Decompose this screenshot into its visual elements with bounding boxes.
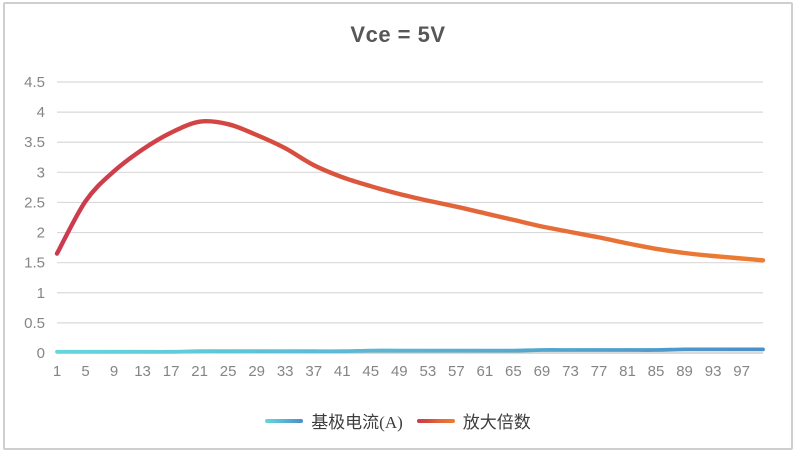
x-tick-label: 89 xyxy=(676,363,693,380)
y-tick-label: 1.5 xyxy=(24,255,45,272)
x-tick-label: 97 xyxy=(733,363,750,380)
y-tick-label: 4 xyxy=(37,104,45,121)
x-tick-label: 17 xyxy=(163,363,180,380)
x-tick-label: 45 xyxy=(362,363,379,380)
legend-item-base-current: 基极电流(A) xyxy=(265,408,403,433)
legend-item-gain: 放大倍数 xyxy=(416,408,531,433)
x-tick-label: 61 xyxy=(477,363,494,380)
y-tick-label: 3.5 xyxy=(24,134,45,151)
x-tick-label: 41 xyxy=(334,363,351,380)
x-tick-label: 73 xyxy=(562,363,579,380)
y-tick-label: 0 xyxy=(37,345,45,362)
y-tick-label: 0.5 xyxy=(24,315,45,332)
series-line-base-current xyxy=(55,347,765,354)
x-tick-label: 25 xyxy=(220,363,237,380)
x-tick-label: 29 xyxy=(248,363,265,380)
chart-border-frame xyxy=(3,2,793,450)
x-tick-label: 93 xyxy=(705,363,722,380)
x-tick-label: 33 xyxy=(277,363,294,380)
x-tick-label: 37 xyxy=(305,363,322,380)
x-tick-label: 53 xyxy=(419,363,436,380)
legend-swatch-base-current xyxy=(265,418,304,423)
x-tick-label: 81 xyxy=(619,363,636,380)
legend-label-base-current: 基极电流(A) xyxy=(311,413,403,432)
x-tick-label: 13 xyxy=(134,363,151,380)
x-tick-label: 1 xyxy=(53,363,61,380)
x-tick-label: 49 xyxy=(391,363,408,380)
x-tick-label: 65 xyxy=(505,363,522,380)
chart-title: Vce = 5V xyxy=(350,22,446,47)
x-tick-label: 69 xyxy=(534,363,551,380)
legend: 基极电流(A) 放大倍数 xyxy=(0,408,796,433)
x-tick-label: 57 xyxy=(448,363,465,380)
series-line-gain xyxy=(54,118,766,263)
legend-swatch-gain xyxy=(416,418,455,423)
legend-label-gain: 放大倍数 xyxy=(462,413,531,432)
y-tick-label: 2.5 xyxy=(24,194,45,211)
x-tick-label: 21 xyxy=(191,363,208,380)
x-tick-label: 85 xyxy=(648,363,665,380)
y-tick-label: 2 xyxy=(37,225,45,242)
x-tick-label: 77 xyxy=(591,363,608,380)
y-tick-label: 1 xyxy=(37,285,45,302)
x-tick-label: 5 xyxy=(81,363,89,380)
x-tick-label: 9 xyxy=(110,363,118,380)
y-tick-label: 3 xyxy=(37,164,45,181)
y-tick-label: 4.5 xyxy=(24,74,45,91)
